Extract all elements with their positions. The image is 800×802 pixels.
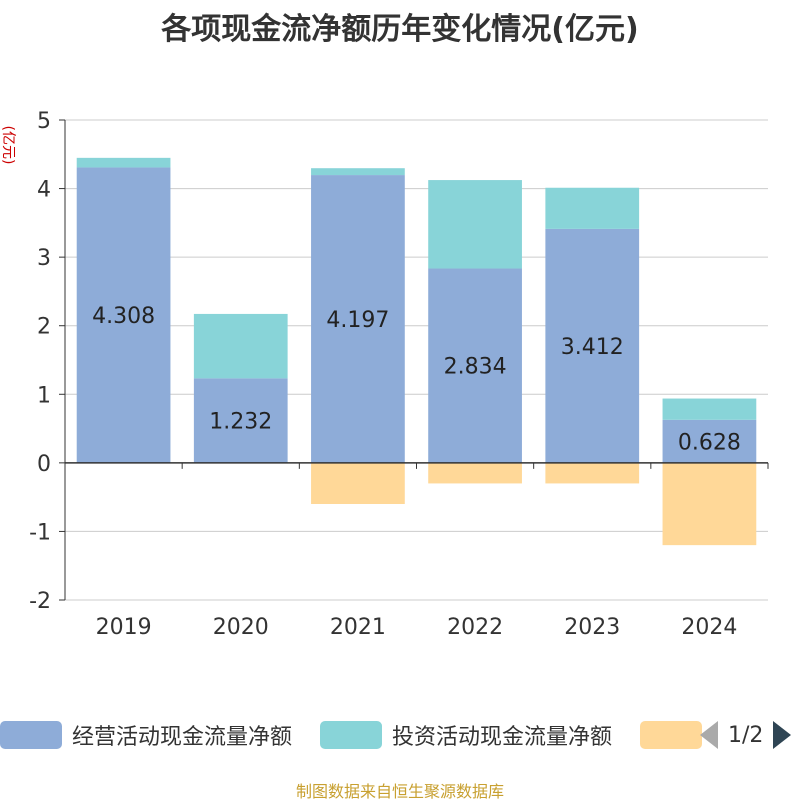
y-tick-label: 5 (37, 109, 51, 134)
data-label-2020: 1.232 (209, 410, 272, 435)
y-tick-label: 0 (37, 452, 51, 477)
bar-investing-2020 (193, 313, 288, 379)
legend-label-operating: 经营活动现金流量净额 (72, 725, 293, 750)
bar-operating-2024 (662, 419, 757, 463)
bar-financing-2022 (428, 462, 522, 484)
x-tick-label: 2021 (330, 615, 386, 640)
legend: 经营活动现金流量净额 投资活动现金流量净额 1/2 (0, 715, 800, 755)
legend-item-investing[interactable]: 投资活动现金流量净额 (320, 715, 612, 755)
x-tick-label: 2023 (564, 615, 620, 640)
legend-swatch-financing (640, 721, 702, 749)
legend-pager: 1/2 (700, 715, 792, 755)
y-axis-title: (亿元) (0, 126, 16, 165)
chart-title: 各项现金流净额历年变化情况(亿元) (161, 12, 639, 47)
bar-operating-2021 (311, 175, 405, 463)
bar-operating-2020 (193, 378, 288, 463)
bar-investing-2022 (428, 180, 522, 269)
legend-page-indicator: 1/2 (728, 722, 764, 748)
data-label-2019: 4.308 (92, 304, 155, 329)
bar-financing-2021 (311, 462, 405, 504)
data-label-2021: 4.197 (326, 308, 389, 333)
x-tick-label: 2024 (681, 615, 737, 640)
bar-operating-2022 (428, 268, 522, 463)
y-tick-label: 3 (37, 246, 51, 271)
data-label-2023: 3.412 (561, 335, 624, 360)
bar-investing-2024 (662, 398, 757, 420)
y-tick-label: 2 (37, 315, 51, 340)
data-label-2022: 2.834 (444, 355, 507, 380)
bar-financing-2023 (545, 462, 640, 484)
y-tick-label: -2 (29, 589, 51, 614)
x-tick-label: 2022 (447, 615, 503, 640)
legend-item-operating[interactable]: 经营活动现金流量净额 (0, 715, 292, 755)
x-tick-label: 2019 (96, 615, 152, 640)
legend-swatch-investing (320, 721, 382, 749)
data-source-note: 制图数据来自恒生聚源数据库 (295, 782, 504, 801)
y-tick-label: -1 (29, 520, 51, 545)
legend-label-investing: 投资活动现金流量净额 (392, 725, 613, 750)
x-tick-label: 2020 (213, 615, 269, 640)
bar-operating-2023 (545, 228, 640, 463)
bar-financing-2024 (662, 462, 757, 546)
bar-investing-2019 (76, 157, 171, 168)
chevron-right-icon[interactable] (773, 721, 792, 749)
legend-swatch-operating (0, 721, 62, 749)
legend-item-financing[interactable] (640, 715, 702, 755)
y-tick-label: 1 (37, 383, 51, 408)
chevron-left-icon[interactable] (700, 721, 718, 749)
bar-investing-2023 (545, 187, 640, 229)
data-label-2024: 0.628 (678, 430, 741, 455)
y-tick-label: 4 (37, 178, 51, 203)
bar-operating-2019 (76, 167, 171, 463)
bar-investing-2021 (311, 168, 405, 176)
